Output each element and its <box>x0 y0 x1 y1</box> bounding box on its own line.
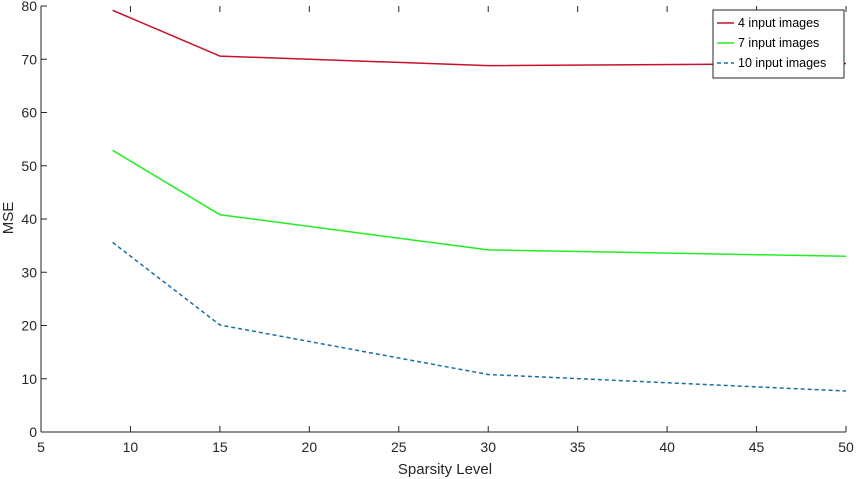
series-layer <box>112 9 847 392</box>
series-line-3 <box>112 241 847 392</box>
x-tick-label: 35 <box>570 439 586 455</box>
legend-label: 4 input images <box>738 16 819 30</box>
ticks-layer: 5 10 15 20 25 30 35 40 45 50 0 10 20 30 40 50 60 70 80 <box>21 0 854 455</box>
y-tick-label: 30 <box>21 264 37 280</box>
y-tick-label: 60 <box>21 105 37 121</box>
y-tick-label: 70 <box>21 51 37 67</box>
legend: 4 input images 7 input images 10 input ima… <box>712 9 845 79</box>
series-line-2 <box>112 149 847 258</box>
x-tick-label: 20 <box>302 439 318 455</box>
x-tick-label: 30 <box>480 439 496 455</box>
y-axis-title: MSE <box>0 202 17 235</box>
x-tick-label: 10 <box>123 439 139 455</box>
y-tick-label: 10 <box>21 371 37 387</box>
y-tick-label: 20 <box>21 318 37 334</box>
y-tick-label: 40 <box>21 211 37 227</box>
x-tick-label: 45 <box>749 439 765 455</box>
y-tick-label: 0 <box>29 424 37 440</box>
x-tick-label: 40 <box>659 439 675 455</box>
legend-box <box>712 9 845 79</box>
y-tick-label: 80 <box>21 0 37 14</box>
y-tick-label: 50 <box>21 158 37 174</box>
x-tick-label: 50 <box>838 439 854 455</box>
legend-label: 10 input images <box>738 56 826 70</box>
x-tick-label: 5 <box>37 439 45 455</box>
x-tick-label: 15 <box>212 439 228 455</box>
x-axis-title: Sparsity Level <box>398 461 492 478</box>
x-tick-label: 25 <box>391 439 407 455</box>
legend-label: 7 input images <box>738 36 819 50</box>
series-line-1 <box>112 9 847 67</box>
